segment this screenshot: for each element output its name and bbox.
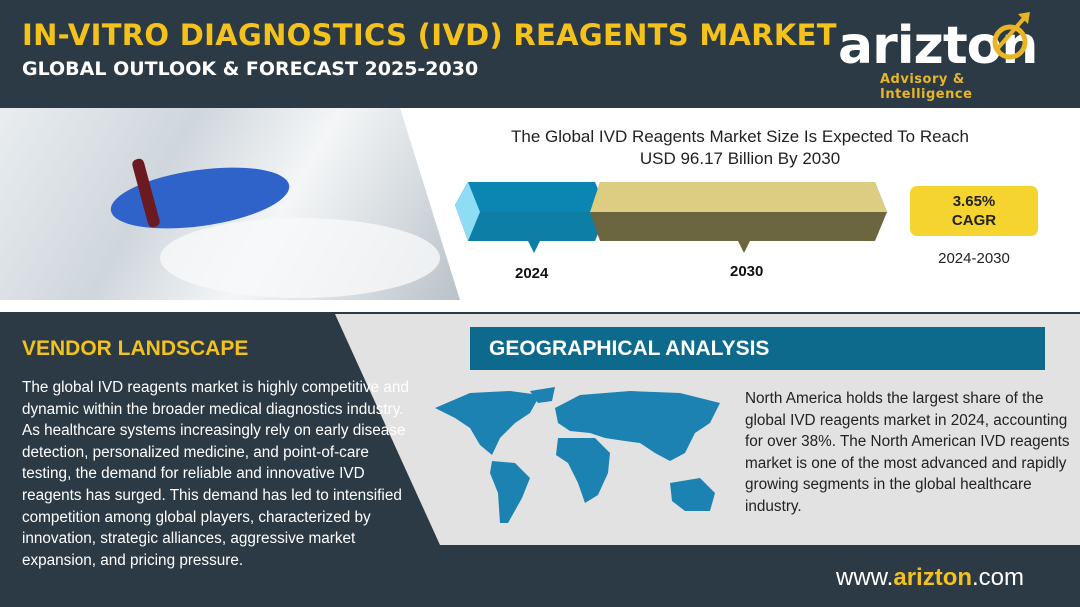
cagr-badge: 3.65% CAGR <box>910 186 1038 236</box>
year-label-2024: 2024 <box>515 265 549 282</box>
cagr-period: 2024-2030 <box>938 250 1010 267</box>
cagr-label: CAGR <box>951 212 997 229</box>
headline-line-2: USD 96.17 Billion By 2030 <box>639 149 841 168</box>
lab-photo <box>0 108 460 300</box>
bar-2030 <box>590 182 887 253</box>
market-headline: The Global IVD Reagents Market Size Is E… <box>470 126 1010 170</box>
site-prefix: www. <box>836 564 894 591</box>
geographical-analysis-text: North America holds the largest share of… <box>745 390 1070 515</box>
site-brand: arizton <box>893 564 973 591</box>
geographical-analysis-banner: GEOGRAPHICAL ANALYSIS <box>470 327 1045 370</box>
year-label-2030: 2030 <box>730 263 764 280</box>
vendor-landscape-text: The global IVD reagents market is highly… <box>22 379 409 569</box>
growth-bars <box>455 182 887 253</box>
page-title: IN-VITRO DIAGNOSTICS (IVD) REAGENTS MARK… <box>22 18 837 52</box>
website-link[interactable]: www.arizton.com <box>836 564 1024 592</box>
cagr-value: 3.65% <box>952 193 996 210</box>
growth-arrow-icon <box>992 12 1030 60</box>
header <box>0 0 1080 108</box>
page-subtitle: GLOBAL OUTLOOK & FORECAST 2025-2030 <box>22 58 479 80</box>
bar-2024 <box>455 182 607 253</box>
vendor-landscape-title: VENDOR LANDSCAPE <box>22 337 249 360</box>
site-suffix: .com <box>972 564 1025 591</box>
logo-tagline: Advisory & Intelligence <box>880 72 973 102</box>
world-map-icon <box>435 387 720 523</box>
gloved-hand-test-tube-image <box>110 158 440 298</box>
arizton-logo: arizton Advisory & Intelligence <box>838 12 1058 102</box>
headline-line-1: The Global IVD Reagents Market Size Is E… <box>511 127 969 146</box>
